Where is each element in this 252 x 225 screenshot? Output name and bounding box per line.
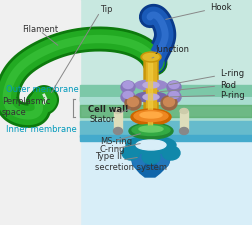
Ellipse shape <box>140 112 162 118</box>
Bar <box>0 0 80 225</box>
Ellipse shape <box>125 96 141 110</box>
Ellipse shape <box>180 108 188 113</box>
Text: Hook: Hook <box>166 2 232 19</box>
Bar <box>180 111 188 131</box>
Bar <box>80 135 252 141</box>
Ellipse shape <box>123 92 133 99</box>
Text: Inner membrane: Inner membrane <box>6 124 77 133</box>
Ellipse shape <box>123 81 133 88</box>
Ellipse shape <box>164 97 174 106</box>
Bar <box>80 97 252 125</box>
Ellipse shape <box>167 91 181 103</box>
Text: Periplasmic
space: Periplasmic space <box>2 97 50 117</box>
Ellipse shape <box>129 123 173 139</box>
Ellipse shape <box>143 54 159 61</box>
Ellipse shape <box>128 97 139 106</box>
Ellipse shape <box>121 81 135 93</box>
Text: Junction: Junction <box>152 45 189 58</box>
Ellipse shape <box>135 80 167 90</box>
Ellipse shape <box>141 52 161 62</box>
Bar <box>80 121 252 137</box>
Polygon shape <box>130 151 172 177</box>
Bar <box>80 0 252 125</box>
Text: MS-ring: MS-ring <box>100 137 132 146</box>
Ellipse shape <box>114 108 122 113</box>
Bar <box>146 56 156 129</box>
Text: Tip: Tip <box>100 5 112 14</box>
Text: Outer membrane: Outer membrane <box>6 85 79 94</box>
Ellipse shape <box>169 81 179 88</box>
Ellipse shape <box>122 146 140 160</box>
Ellipse shape <box>167 81 181 93</box>
Text: Filament: Filament <box>22 25 58 34</box>
Ellipse shape <box>121 91 135 103</box>
Ellipse shape <box>139 126 163 132</box>
Text: Type II
secretion system: Type II secretion system <box>95 152 167 172</box>
Text: Stator: Stator <box>89 109 130 124</box>
Ellipse shape <box>132 146 146 168</box>
Text: P-ring: P-ring <box>170 90 245 99</box>
Text: C-ring: C-ring <box>100 144 125 153</box>
Ellipse shape <box>143 94 159 100</box>
Ellipse shape <box>126 136 176 154</box>
Bar <box>0 0 252 90</box>
Bar <box>80 85 252 97</box>
Bar <box>80 97 252 101</box>
Bar <box>148 56 152 129</box>
Ellipse shape <box>135 92 167 102</box>
Text: L-ring: L-ring <box>170 68 244 85</box>
Ellipse shape <box>131 109 171 125</box>
Bar <box>80 105 252 117</box>
Ellipse shape <box>143 82 159 88</box>
Ellipse shape <box>169 92 179 99</box>
Text: Cell wall: Cell wall <box>88 106 128 115</box>
Ellipse shape <box>132 124 170 135</box>
Ellipse shape <box>179 128 188 135</box>
Ellipse shape <box>134 110 168 122</box>
Bar <box>114 111 122 131</box>
Ellipse shape <box>161 96 177 110</box>
Ellipse shape <box>162 146 180 160</box>
Ellipse shape <box>136 140 166 150</box>
Text: Rod: Rod <box>160 81 236 92</box>
Bar <box>80 137 252 225</box>
Ellipse shape <box>156 146 170 168</box>
FancyBboxPatch shape <box>144 54 158 131</box>
Ellipse shape <box>113 128 122 135</box>
Ellipse shape <box>142 150 160 164</box>
